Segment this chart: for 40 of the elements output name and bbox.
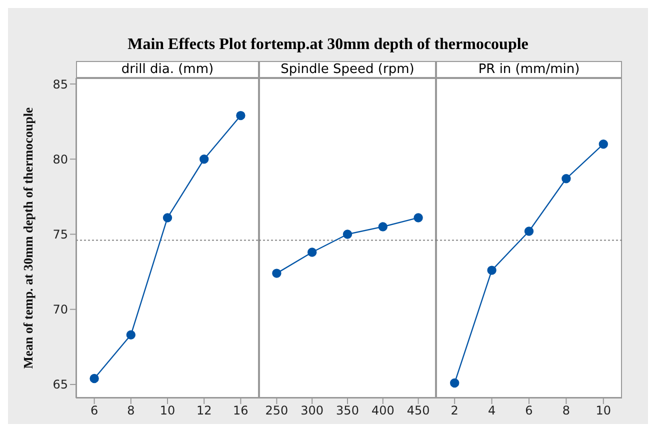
y-tick-label: 65 — [52, 378, 68, 392]
x-tick-label: 10 — [160, 404, 176, 418]
x-tick-label: 10 — [596, 404, 612, 418]
y-tick-label: 85 — [52, 77, 68, 92]
text: Main Effects Plot fortemp.at 30mm depth of thermocouple — [126, 36, 530, 54]
x-tick-label: 6 — [90, 404, 98, 418]
point — [200, 154, 209, 164]
point — [90, 374, 99, 384]
point — [342, 230, 352, 239]
x-tick-label: 8 — [562, 404, 570, 418]
point — [524, 226, 534, 236]
x-tick-label: 400 — [371, 404, 394, 418]
y-tick-label: 75 — [52, 228, 68, 242]
x-tick-label: 6 — [525, 404, 533, 418]
x-axis-title: Spindle Speed (rpm) — [259, 61, 436, 78]
x-tick-label: 12 — [196, 404, 212, 418]
x-tick-label: 300 — [300, 404, 324, 418]
point — [378, 222, 388, 232]
y-tick-label: 80 — [52, 152, 68, 166]
point — [162, 213, 172, 222]
point — [562, 174, 571, 184]
point — [126, 330, 136, 340]
x-axis-title: drill dia. (mm) — [76, 61, 259, 78]
point — [236, 110, 246, 120]
x-tick-label: 2 — [450, 404, 458, 418]
x-tick-label: 450 — [406, 404, 430, 418]
y-axis-title: Mean of temp. at 30mm depth of thermocouple — [20, 107, 36, 369]
point — [272, 268, 282, 278]
x-tick-label: 4 — [488, 404, 496, 418]
x-tick-label: 350 — [336, 404, 359, 418]
x-axis-title: PR in (mm/min) — [436, 61, 622, 78]
point — [414, 213, 423, 222]
point — [487, 266, 496, 275]
point — [598, 140, 608, 149]
x-tick-label: 8 — [127, 404, 135, 418]
x-tick-label: 250 — [265, 404, 288, 418]
x-tick-label: 16 — [233, 404, 248, 418]
point — [308, 248, 317, 257]
point — [450, 378, 460, 388]
y-tick-label: 70 — [52, 302, 68, 317]
